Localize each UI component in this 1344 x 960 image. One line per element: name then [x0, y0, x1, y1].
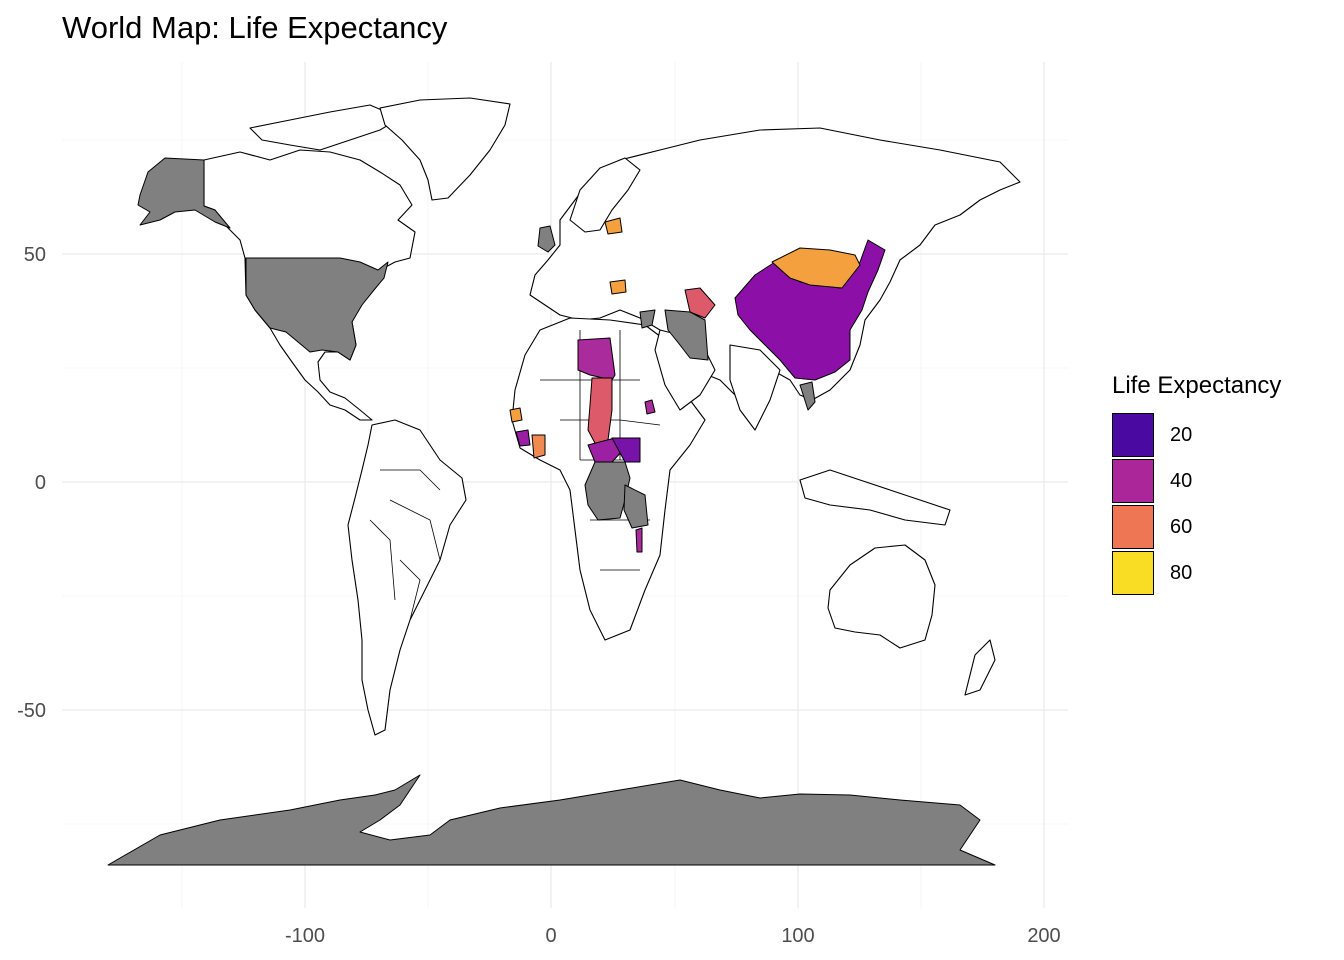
- region-sierra-leone: [515, 429, 531, 447]
- legend: Life Expectancy 20 40 60 80: [1112, 372, 1281, 596]
- region-latvia: [604, 217, 623, 235]
- x-tick-label: -100: [285, 925, 325, 947]
- y-tick-label: 0: [35, 472, 46, 494]
- region-romania: [609, 279, 627, 295]
- y-tick-label: -50: [17, 700, 46, 722]
- americas: [137, 97, 511, 736]
- region-turkey: [639, 309, 656, 329]
- se-asia-islands: [799, 469, 951, 526]
- data-regions: [509, 217, 886, 553]
- x-tick-label: 100: [781, 925, 814, 947]
- region-turkmenistan: [684, 287, 716, 319]
- legend-label: 40: [1170, 469, 1193, 492]
- y-tick-label: 50: [24, 244, 46, 266]
- region-chad: [587, 377, 613, 446]
- region-myanmar: [799, 381, 816, 411]
- south-america-land: [347, 419, 467, 736]
- india-land: [729, 344, 781, 431]
- legend-label: 20: [1170, 423, 1193, 446]
- legend-swatch: [1112, 505, 1154, 549]
- alaska-region: [137, 157, 231, 229]
- scandinavia-land: [569, 157, 641, 233]
- legend-entry: 20: [1112, 412, 1281, 458]
- map-title: World Map: Life Expectancy: [62, 10, 448, 45]
- x-tick-label: 0: [545, 925, 556, 947]
- y-axis-labels: 50 0 -50: [17, 244, 46, 722]
- legend-title: Life Expectancy: [1112, 372, 1282, 399]
- region-malawi: [635, 527, 643, 553]
- oceania: [799, 469, 996, 696]
- region-eritrea: [644, 399, 656, 415]
- arctic-islands: [249, 104, 401, 151]
- uk-region: [537, 225, 556, 253]
- legend-swatch: [1112, 459, 1154, 503]
- x-axis-labels: -100 0 100 200: [285, 925, 1061, 947]
- australia-land: [827, 544, 936, 649]
- region-iran: [664, 309, 709, 361]
- new-zealand-land: [964, 639, 996, 696]
- eurasia-africa: [511, 127, 1021, 641]
- legend-label: 60: [1170, 515, 1193, 538]
- legend-swatch: [1112, 551, 1154, 595]
- x-tick-label: 200: [1027, 925, 1060, 947]
- legend-label: 80: [1170, 561, 1193, 584]
- legend-entry: 40: [1112, 458, 1281, 504]
- antarctica-region: [107, 774, 996, 866]
- legend-swatch: [1112, 413, 1154, 457]
- region-ghana: [531, 434, 546, 459]
- usa-region: [245, 257, 389, 361]
- region-guinea: [509, 407, 523, 423]
- region-dr-congo: [584, 461, 631, 521]
- region-south-sudan: [611, 437, 641, 463]
- legend-entry: 80: [1112, 550, 1281, 596]
- legend-entry: 60: [1112, 504, 1281, 550]
- region-tanzania: [623, 484, 649, 529]
- greenland-land: [379, 97, 511, 201]
- region-mongolia: [771, 247, 861, 289]
